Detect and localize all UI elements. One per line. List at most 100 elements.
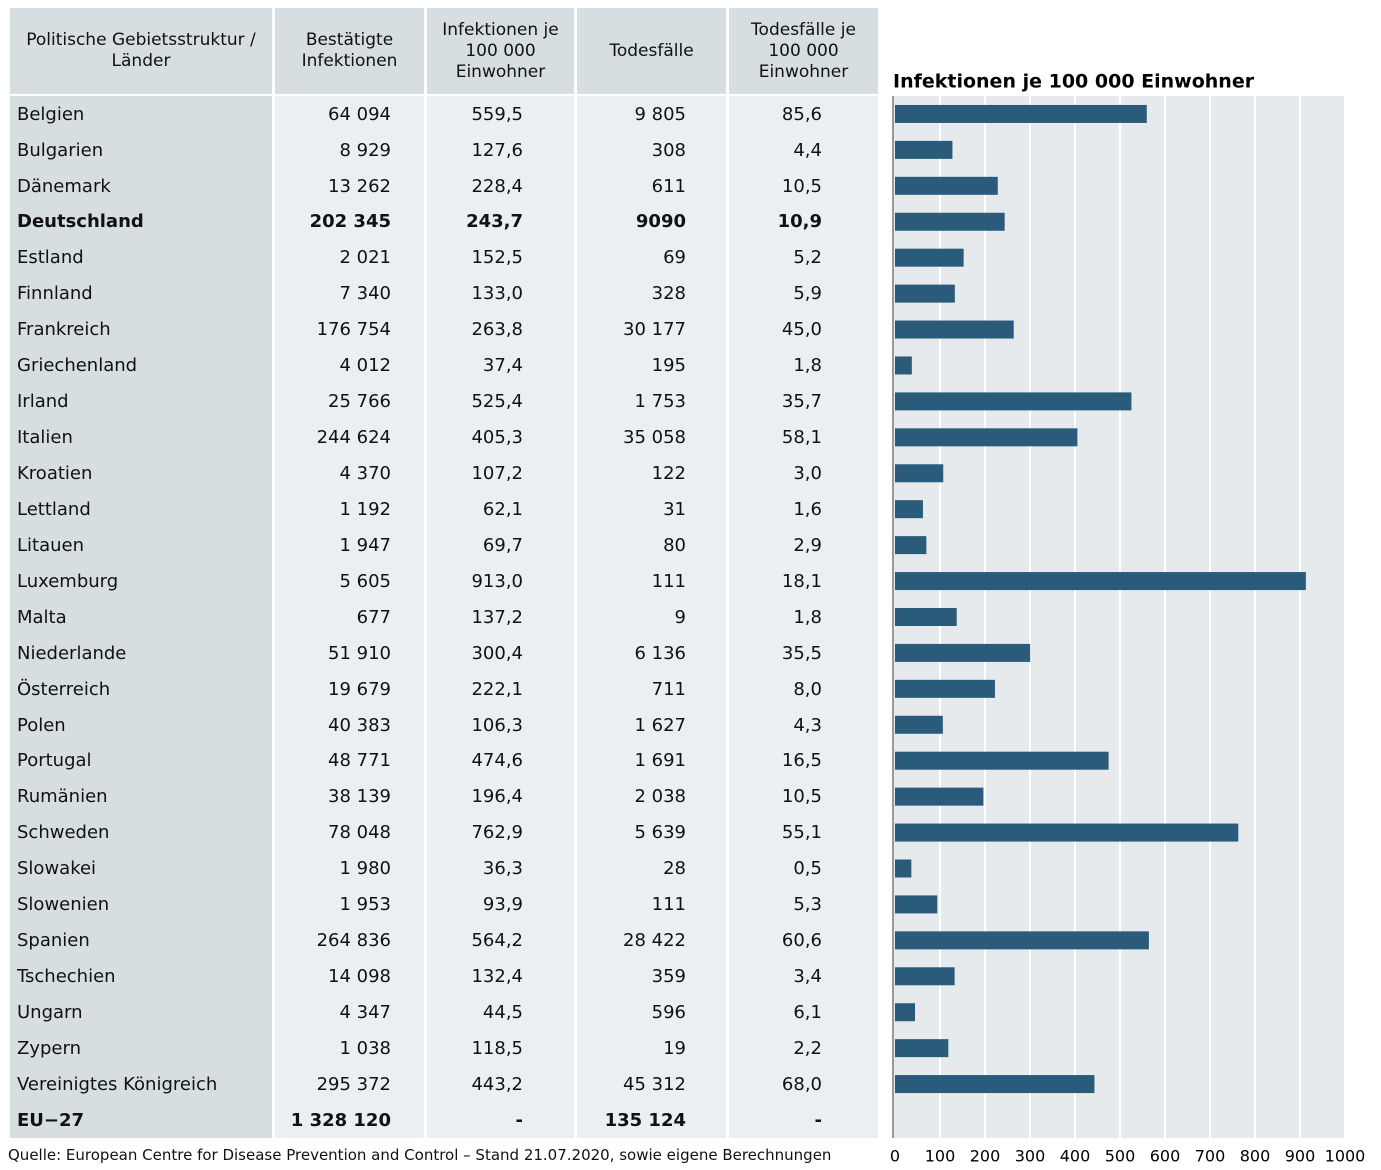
x-tick-label: 0 bbox=[890, 1147, 900, 1166]
table-cell: 45,0 bbox=[729, 311, 878, 348]
table-cell: 1 753 bbox=[577, 383, 726, 420]
bar bbox=[895, 104, 1147, 123]
table-cell: 152,5 bbox=[427, 239, 574, 277]
table-cell: 474,6 bbox=[427, 742, 574, 780]
table-cell: 7 340 bbox=[275, 275, 424, 313]
table-cell: 762,9 bbox=[427, 814, 574, 852]
source-note: Quelle: European Centre for Disease Prev… bbox=[8, 1146, 832, 1164]
x-tick-label: 900 bbox=[1285, 1147, 1316, 1166]
table-cell: 913,0 bbox=[427, 563, 574, 600]
row-label: Estland bbox=[10, 239, 272, 277]
table-cell: 85,6 bbox=[729, 96, 878, 133]
table-cell: 405,3 bbox=[427, 419, 574, 456]
table-cell: 6,1 bbox=[729, 994, 878, 1031]
x-tick-label: 800 bbox=[1240, 1147, 1271, 1166]
table-cell: 244 624 bbox=[275, 419, 424, 456]
table-cell: 2 021 bbox=[275, 239, 424, 277]
table-cell: 1,6 bbox=[729, 491, 878, 528]
table-cell: 5,9 bbox=[729, 275, 878, 313]
table-cell: 611 bbox=[577, 167, 726, 205]
table-cell: 40 383 bbox=[275, 706, 424, 744]
bar bbox=[895, 392, 1132, 411]
table-cell: 3,4 bbox=[729, 958, 878, 995]
bar bbox=[895, 787, 984, 806]
table-cell: 4,3 bbox=[729, 706, 878, 744]
row-label: Österreich bbox=[10, 670, 272, 708]
row-label: Italien bbox=[10, 419, 272, 456]
row-label: Tschechien bbox=[10, 958, 272, 995]
table-cell: 106,3 bbox=[427, 706, 574, 744]
table-cell: 1 953 bbox=[275, 886, 424, 923]
table-cell: 4 347 bbox=[275, 994, 424, 1031]
bar bbox=[895, 607, 957, 626]
bar bbox=[895, 536, 927, 555]
table-cell: 711 bbox=[577, 670, 726, 708]
table-cell: 93,9 bbox=[427, 886, 574, 923]
table-cell: 10,5 bbox=[729, 778, 878, 816]
table-cell: 9090 bbox=[577, 203, 726, 241]
row-label: Belgien bbox=[10, 96, 272, 133]
row-label: Zypern bbox=[10, 1030, 272, 1067]
table-cell: 2,9 bbox=[729, 527, 878, 564]
row-label: Deutschland bbox=[10, 203, 272, 241]
table-cell: 202 345 bbox=[275, 203, 424, 241]
table-cell: 45 312 bbox=[577, 1066, 726, 1103]
table-cell: 243,7 bbox=[427, 203, 574, 241]
table-cell: 300,4 bbox=[427, 634, 574, 672]
row-label: Griechenland bbox=[10, 347, 272, 384]
table-cell: 55,1 bbox=[729, 814, 878, 852]
bar bbox=[895, 176, 998, 195]
row-label: Irland bbox=[10, 383, 272, 420]
table-cell: 1 980 bbox=[275, 850, 424, 887]
table-cell: 222,1 bbox=[427, 670, 574, 708]
row-label: Finnland bbox=[10, 275, 272, 313]
table-cell: 35,5 bbox=[729, 634, 878, 672]
table-cell: 118,5 bbox=[427, 1030, 574, 1067]
row-label: Lettland bbox=[10, 491, 272, 528]
row-label: Kroatien bbox=[10, 455, 272, 492]
table-cell: 37,4 bbox=[427, 347, 574, 384]
chart-title: Infektionen je 100 000 Einwohner bbox=[893, 71, 1255, 93]
table-cell: 58,1 bbox=[729, 419, 878, 456]
column-header: Todesfälle bbox=[577, 8, 726, 94]
table-cell: 2,2 bbox=[729, 1030, 878, 1067]
table-cell: 51 910 bbox=[275, 634, 424, 672]
table-cell: 677 bbox=[275, 599, 424, 636]
row-label: Rumänien bbox=[10, 778, 272, 816]
table-cell: 5,3 bbox=[729, 886, 878, 923]
table-cell: 1 038 bbox=[275, 1030, 424, 1067]
table-cell: 111 bbox=[577, 563, 726, 600]
table-cell: 525,4 bbox=[427, 383, 574, 420]
table-cell: 4 012 bbox=[275, 347, 424, 384]
table-cell: 16,5 bbox=[729, 742, 878, 780]
bar bbox=[895, 751, 1109, 770]
table-cell: 176 754 bbox=[275, 311, 424, 348]
table-cell: 122 bbox=[577, 455, 726, 492]
bar bbox=[895, 643, 1031, 662]
table-cell: 3,0 bbox=[729, 455, 878, 492]
row-label: Slowakei bbox=[10, 850, 272, 887]
table-cell: 359 bbox=[577, 958, 726, 995]
table-cell: 19 679 bbox=[275, 670, 424, 708]
column-header: Bestätigte Infektionen bbox=[275, 8, 424, 94]
row-label: Schweden bbox=[10, 814, 272, 852]
table-cell: 127,6 bbox=[427, 131, 574, 169]
table-cell: 18,1 bbox=[729, 563, 878, 600]
table-cell: 69,7 bbox=[427, 527, 574, 564]
column-header: Politische Gebietsstruktur / Länder bbox=[10, 8, 272, 94]
table-cell: 38 139 bbox=[275, 778, 424, 816]
row-label: EU−27 bbox=[10, 1102, 272, 1139]
bar bbox=[895, 931, 1149, 950]
row-label: Polen bbox=[10, 706, 272, 744]
table-cell: 596 bbox=[577, 994, 726, 1031]
bar bbox=[895, 356, 912, 375]
row-label: Malta bbox=[10, 599, 272, 636]
table-cell: 68,0 bbox=[729, 1066, 878, 1103]
table-cell: 28 422 bbox=[577, 922, 726, 959]
row-label: Bulgarien bbox=[10, 131, 272, 169]
table-cell: 36,3 bbox=[427, 850, 574, 887]
bar bbox=[895, 895, 938, 914]
table-cell: 0,5 bbox=[729, 850, 878, 887]
table-cell: 80 bbox=[577, 527, 726, 564]
table-cell: 64 094 bbox=[275, 96, 424, 133]
